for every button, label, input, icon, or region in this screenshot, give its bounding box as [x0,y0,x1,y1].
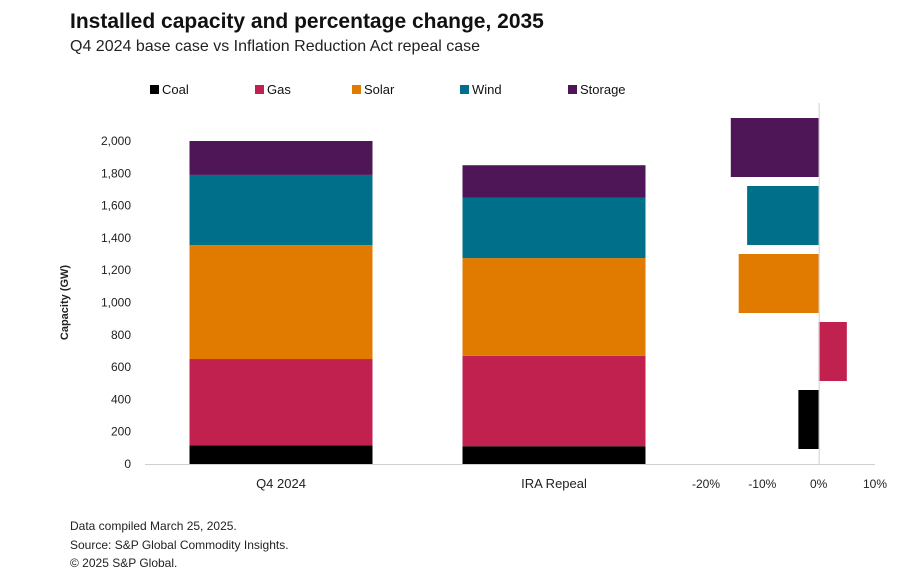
pct-bar-solar [738,254,819,313]
bar-q4-2024-solar [189,245,373,360]
legend-item-solar: Solar [352,82,394,97]
bar-ira-repeal-storage [462,165,646,198]
legend-item-storage: Storage [568,82,626,97]
legend-label-wind: Wind [472,82,502,97]
bar-q4-2024-coal [189,445,373,464]
bar-q4-2024-wind [189,174,373,246]
legend-item-gas: Gas [255,82,291,97]
y-tick-label: 1,600 [101,199,131,213]
legend-label-coal: Coal [162,82,189,97]
x-tick-label: IRA Repeal [521,476,587,491]
chart-subtitle: Q4 2024 base case vs Inflation Reduction… [70,38,481,55]
footnote-copyright: © 2025 S&P Global. [70,556,178,570]
pct-tick-label: -10% [748,477,776,491]
y-tick-label: 0 [124,457,131,471]
legend-item-wind: Wind [460,82,502,97]
y-tick-label: 400 [111,392,131,406]
pct-bar-gas [818,322,847,381]
legend-item-coal: Coal [150,82,189,97]
legend-swatch-coal [150,85,159,94]
legend-label-solar: Solar [364,82,395,97]
y-tick-label: 200 [111,425,131,439]
y-axis-label: Capacity (GW) [59,265,71,341]
legend: Coal Gas Solar Wind Storage [150,82,690,100]
y-tick-label: 1,200 [101,263,131,277]
bar-q4-2024-gas [189,359,373,446]
y-tick-label: 800 [111,328,131,342]
bar-ira-repeal-coal [462,446,646,464]
pct-tick-label: 10% [863,477,887,491]
pct-tick-label: 0% [810,477,828,491]
bar-ira-repeal-solar [462,258,646,356]
bar-ira-repeal-wind [462,197,646,259]
pct-bar-wind [747,186,819,245]
legend-swatch-storage [568,85,577,94]
bar-q4-2024-storage [189,141,373,175]
y-tick-label: 1,000 [101,296,131,310]
x-tick-label: Q4 2024 [256,476,306,491]
legend-swatch-wind [460,85,469,94]
pct-bar-coal [798,390,819,449]
bar-ira-repeal-gas [462,355,646,447]
chart-title: Installed capacity and percentage change… [70,10,544,33]
footnotes: Data compiled March 25, 2025. Source: S&… [70,517,289,573]
legend-swatch-solar [352,85,361,94]
footnote-source: Source: S&P Global Commodity Insights. [70,537,289,552]
legend-label-storage: Storage [580,82,626,97]
footnote-data-compiled: Data compiled March 25, 2025. [70,519,237,533]
y-tick-label: 1,400 [101,231,131,245]
legend-label-gas: Gas [267,82,291,97]
y-tick-label: 2,000 [101,134,131,148]
legend-swatch-gas [255,85,264,94]
y-tick-label: 1,800 [101,166,131,180]
pct-bar-storage [730,118,819,177]
pct-tick-label: -20% [692,477,720,491]
y-tick-label: 600 [111,360,131,374]
